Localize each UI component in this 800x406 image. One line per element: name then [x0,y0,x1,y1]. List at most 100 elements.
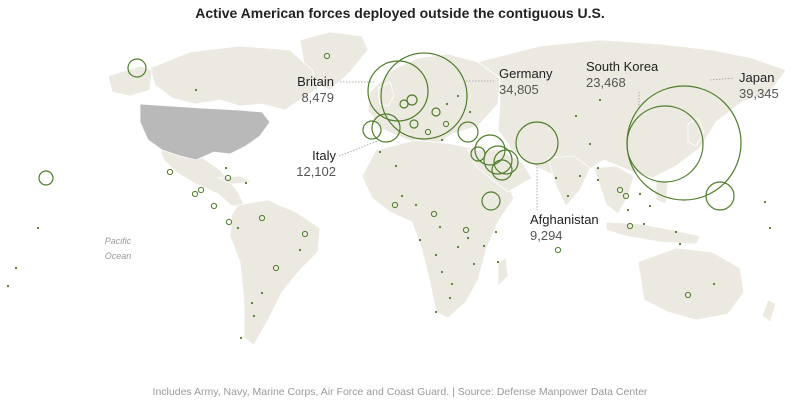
new-zealand-shape [761,299,777,323]
deployment-marker [6,284,10,288]
deployment-circle-qatar [493,149,519,175]
deployment-marker [450,282,454,286]
deployment-marker [272,264,280,272]
deployment-marker [648,204,652,208]
deployment-circle-europe-small-1 [406,94,418,106]
japan-shape [687,117,705,147]
deployment-marker [494,230,498,234]
deployment-marker [434,310,438,314]
deployment-marker [554,176,558,180]
leader-lines [338,77,735,210]
deployment-marker [440,270,444,274]
deployment-marker [191,190,199,198]
deployment-marker [578,174,582,178]
australia-shape [637,247,745,321]
deployment-marker [260,291,264,295]
deployment-marker [596,166,600,170]
deployment-marker [642,222,646,226]
deployment-circle-turkey [457,121,479,143]
deployment-marker [244,181,248,185]
deployment-marker [466,236,470,240]
ocean-label-line-1: Pacific [105,236,132,246]
deployment-circle-guam [705,181,735,211]
deployment-marker [430,210,438,218]
deployment-marker [496,260,500,264]
deployment-marker [224,174,232,182]
deployment-marker [225,218,233,226]
deployment-marker [674,230,678,234]
callout-germany-name: Germany [499,66,553,81]
deployment-marker [210,202,218,210]
deployment-marker [414,203,418,207]
deployment-marker [445,102,449,106]
canada-shape [149,45,319,111]
indonesia-shape [605,221,701,245]
south-america-shape [229,199,321,346]
deployment-marker [684,291,692,299]
deployment-marker [166,168,174,176]
callout-afghanistan-value: 9,294 [530,228,563,243]
deployment-marker [462,226,470,234]
deployment-circle-bahrain [483,145,513,175]
deployment-marker [763,200,767,204]
deployment-marker [574,114,578,118]
leader-line-italy [338,139,381,157]
deployment-marker [258,214,266,222]
deployment-circle-germany [380,52,468,140]
callout-britain-value: 8,479 [301,90,334,105]
deployment-marker [391,201,399,209]
caribbean-shape [217,175,254,185]
deployment-circle-europe-small-3 [431,107,441,117]
deployment-marker [224,166,228,170]
deployment-marker [566,194,570,198]
deployment-circle-europe-small-4 [409,119,419,129]
callout-japan-value: 39,345 [739,86,779,101]
deployment-marker [596,178,600,182]
deployment-marker [440,138,444,142]
deployment-marker [298,248,302,252]
deployment-circle-uae [491,159,513,181]
deployment-marker [252,314,256,318]
source-footer: Includes Army, Navy, Marine Corps, Air F… [152,386,648,398]
deployment-marker [468,110,472,114]
deployment-marker [626,222,634,230]
map-title: Active American forces deployed outside … [195,5,605,21]
deployment-marker [616,186,624,194]
deployment-marker [712,282,716,286]
deployment-marker [400,194,404,198]
callout-afghanistan-name: Afghanistan [530,212,599,227]
deployment-marker [626,208,630,212]
deployment-marker [250,301,254,305]
madagascar-shape [497,257,509,287]
leader-line-japan [709,77,735,81]
deployment-circle-middle-east-small [470,146,486,162]
callout-south-korea-name: South Korea [586,59,659,74]
deployment-marker [236,226,240,230]
southeast-asia-shape [593,165,635,215]
deployment-marker [448,296,452,300]
callout-italy-name: Italy [312,148,336,163]
deployment-marker [554,246,562,254]
deployment-circle-spain [362,120,382,140]
central-america-shape [159,149,245,207]
callout-japan-name: Japan [739,70,774,85]
contiguous-us-shape [139,103,271,161]
callout-italy-value: 12,102 [296,164,336,179]
deployment-marker [194,88,198,92]
asia-shape [477,39,787,179]
deployment-marker [472,262,476,266]
deployment-marker [14,266,18,270]
ocean-label-line-2: Ocean [105,251,132,261]
deployment-markers [6,52,772,340]
deployment-circle-djibouti [481,191,501,211]
deployment-marker [622,192,630,200]
india-shape [547,155,591,207]
deployment-marker [197,186,205,194]
deployment-marker [438,225,442,229]
deployment-marker [456,94,460,98]
deployment-marker [434,253,438,257]
deployment-marker [598,98,602,102]
deployment-marker [424,128,432,136]
philippines-shape [655,179,669,205]
deployment-marker [378,150,382,154]
